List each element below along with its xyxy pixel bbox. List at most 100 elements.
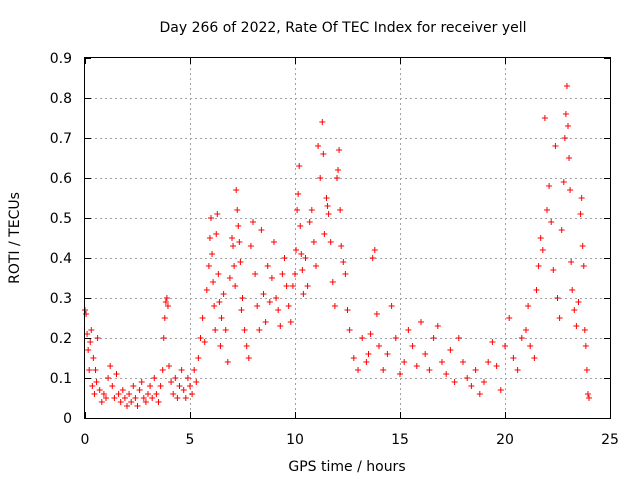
- data-point: [168, 379, 175, 385]
- data-point: [300, 291, 307, 297]
- data-point: [580, 263, 587, 269]
- data-point: [317, 175, 324, 181]
- data-point: [239, 295, 246, 301]
- data-point: [489, 339, 496, 345]
- data-point: [525, 303, 532, 309]
- data-point: [562, 111, 569, 117]
- data-point: [447, 347, 454, 353]
- data-point: [84, 331, 91, 337]
- data-point: [140, 395, 147, 401]
- data-point: [523, 327, 529, 333]
- data-point: [346, 327, 353, 333]
- data-point: [584, 391, 591, 397]
- data-point: [439, 359, 445, 365]
- data-point: [275, 307, 282, 313]
- data-point: [327, 239, 334, 245]
- data-point: [149, 395, 156, 401]
- data-point: [111, 395, 118, 401]
- data-point: [262, 319, 269, 325]
- data-point: [568, 259, 575, 265]
- data-point: [214, 211, 221, 217]
- data-point: [222, 327, 229, 333]
- data-point: [293, 247, 300, 253]
- data-point: [324, 203, 331, 209]
- data-point: [315, 143, 322, 149]
- data-point: [271, 239, 277, 245]
- data-point: [455, 335, 462, 341]
- data-point: [485, 359, 492, 365]
- data-point: [320, 151, 327, 157]
- data-point: [567, 187, 574, 193]
- data-point: [510, 355, 517, 361]
- data-point: [460, 359, 466, 365]
- data-point: [384, 351, 391, 357]
- data-point: [363, 359, 370, 365]
- x-tick-label: 0: [81, 432, 90, 448]
- chart-title: Day 266 of 2022, Rate Of TEC Index for r…: [159, 20, 526, 36]
- data-point: [571, 307, 578, 313]
- data-point: [161, 315, 168, 321]
- data-point: [434, 323, 441, 329]
- data-point: [128, 399, 135, 405]
- data-point: [235, 223, 242, 229]
- data-point: [531, 355, 538, 361]
- data-point: [109, 383, 116, 389]
- data-point: [563, 83, 570, 89]
- data-point: [565, 123, 571, 129]
- data-point: [189, 391, 196, 397]
- data-point: [273, 295, 280, 301]
- data-point: [258, 227, 265, 233]
- data-point: [306, 219, 313, 225]
- data-point: [289, 283, 296, 289]
- data-point: [130, 383, 137, 389]
- y-tick-label: 0.7: [50, 131, 72, 147]
- data-point: [210, 279, 217, 285]
- data-point: [96, 387, 103, 393]
- y-tick-label: 0.4: [50, 251, 72, 267]
- data-point: [88, 327, 95, 333]
- data-point: [85, 347, 92, 353]
- data-point: [232, 283, 239, 289]
- data-point: [90, 355, 97, 361]
- data-point: [548, 219, 555, 225]
- data-point: [142, 399, 149, 405]
- data-point: [172, 375, 179, 381]
- data-point: [182, 395, 189, 401]
- data-point: [92, 367, 99, 373]
- data-point: [426, 367, 433, 373]
- data-point: [302, 255, 309, 261]
- data-point: [216, 299, 223, 305]
- data-point: [337, 207, 344, 213]
- data-point: [539, 247, 546, 253]
- data-point: [206, 235, 213, 241]
- y-axis-label: ROTI / TECUs: [7, 192, 23, 284]
- data-point: [285, 303, 292, 309]
- data-point: [578, 195, 585, 201]
- data-point: [544, 207, 550, 213]
- data-point: [126, 391, 133, 397]
- data-point: [397, 371, 403, 377]
- data-point: [297, 223, 304, 229]
- data-point: [220, 291, 227, 297]
- data-point: [546, 183, 553, 189]
- data-point: [193, 379, 200, 385]
- data-point: [279, 271, 286, 277]
- data-point: [230, 243, 237, 249]
- y-tick-label: 0.8: [50, 91, 72, 107]
- data-point: [166, 363, 172, 369]
- data-point: [443, 371, 450, 377]
- data-point: [577, 211, 584, 217]
- data-point: [409, 343, 416, 349]
- data-point: [319, 119, 326, 125]
- data-point: [217, 343, 224, 349]
- data-point: [159, 367, 166, 373]
- data-point: [268, 275, 275, 281]
- data-point: [115, 391, 122, 397]
- data-point: [164, 303, 171, 309]
- y-tick-label: 0.2: [50, 331, 72, 347]
- data-point: [575, 299, 582, 305]
- data-point: [558, 227, 565, 233]
- data-point: [180, 387, 187, 393]
- data-point: [237, 259, 244, 265]
